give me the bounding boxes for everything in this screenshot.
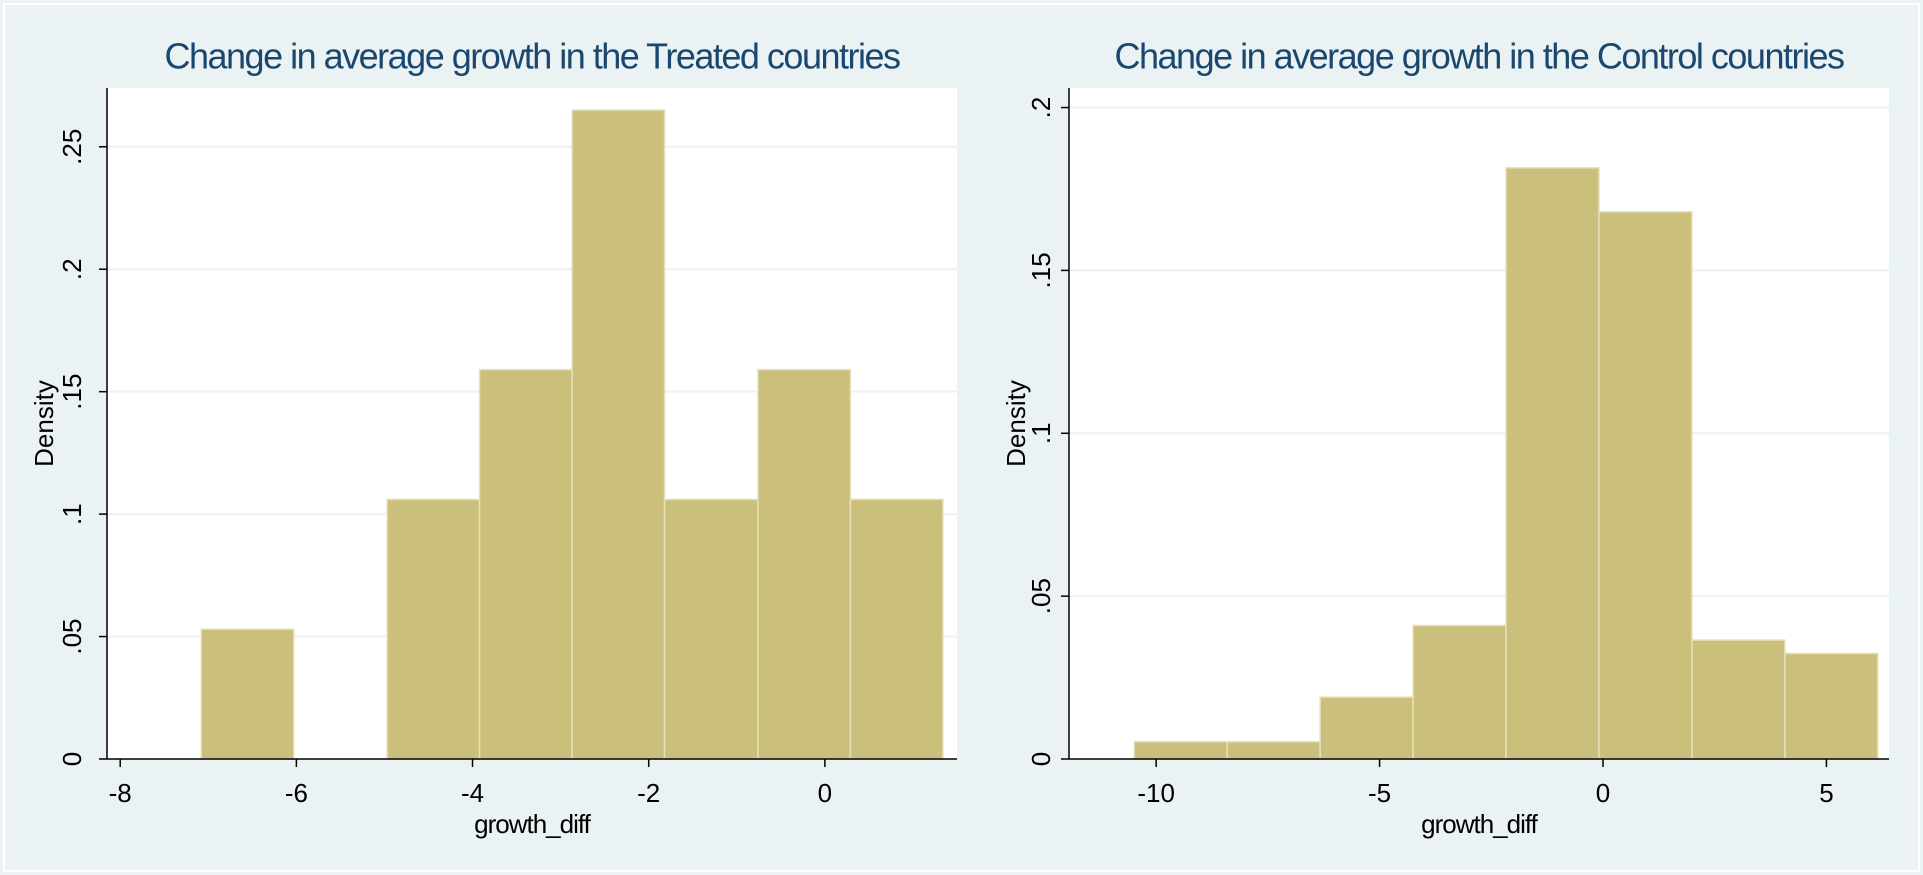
y-tick-label: 0 [57,752,87,766]
x-tick-label: -5 [1368,778,1391,808]
x-tick-label: -8 [109,778,132,808]
histogram-bar [1319,696,1414,760]
histogram-bar [1598,211,1693,760]
y-tick-label: .25 [57,129,87,165]
y-tick-label: .2 [57,258,87,280]
histogram-bar [1226,740,1321,760]
y-axis-label: Density [29,380,59,467]
histogram-bar [571,109,666,760]
x-tick-label: -10 [1137,778,1175,808]
y-tick-label: .05 [1026,578,1056,614]
x-axis-label: growth_diff [1421,809,1538,839]
y-tick-label: 0 [1026,752,1056,766]
histogram-bar [200,628,295,760]
histogram-bar [386,498,481,760]
histogram-bar [757,368,852,760]
histogram-bar [478,368,573,760]
x-axis-label: growth_diff [474,809,591,839]
x-tick-label: -6 [285,778,308,808]
x-tick-label: 0 [1596,778,1610,808]
histogram-bar [1133,740,1228,760]
histogram-bar [1412,624,1507,760]
x-tick-label: 5 [1819,778,1833,808]
x-tick-label: -2 [637,778,660,808]
y-tick-label: .1 [1026,422,1056,444]
histogram-bar [1784,652,1879,760]
histogram-bar [663,498,759,760]
x-tick-label: 0 [818,778,832,808]
histogram-bar [1691,639,1786,760]
chart-title: Change in average growth in the Treated … [164,36,900,77]
y-tick-label: .2 [1026,97,1056,119]
y-tick-label: .15 [57,374,87,410]
x-tick-label: -4 [461,778,484,808]
y-axis-label: Density [1001,380,1031,467]
y-tick-label: .05 [57,618,87,654]
y-tick-label: .1 [57,503,87,525]
histogram-bar [1505,167,1600,760]
chart-title: Change in average growth in the Control … [1115,36,1844,77]
histogram-bar [849,498,944,760]
y-tick-label: .15 [1026,252,1056,288]
